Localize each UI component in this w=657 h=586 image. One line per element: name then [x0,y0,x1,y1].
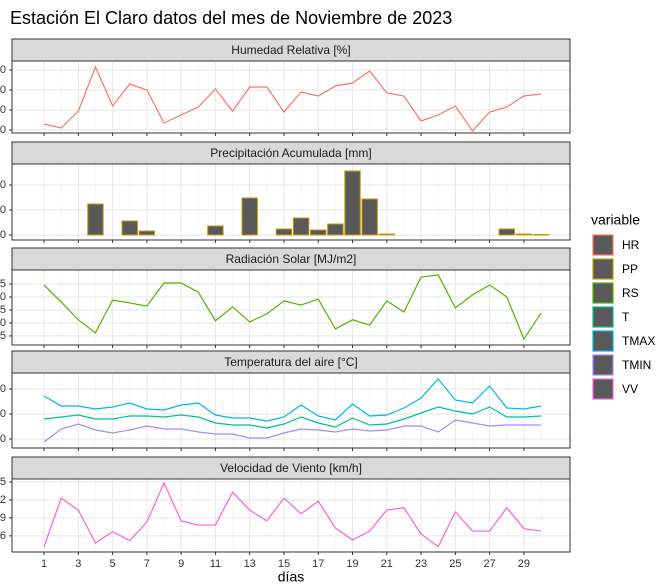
legend-label: PP [622,262,638,276]
panel-border [11,269,571,346]
strip-title: Velocidad de Viento [km/h] [220,461,362,475]
chart-title: Estación El Claro datos del mes de Novie… [10,8,452,28]
bar [515,233,533,236]
y-tick-label: 10 [0,433,6,445]
legend-key [592,282,614,304]
strip-title: Precipitación Acumulada [mm] [210,146,371,160]
panel [12,61,570,133]
line [43,378,542,422]
x-tick-label: 11 [210,558,221,570]
panel-border [11,478,571,553]
y-tick-label: 5 [0,330,6,342]
y-tick-label: 12 [0,494,6,506]
bar [121,220,138,236]
panel [12,479,570,552]
y-tick-label: 25 [0,278,6,290]
legend-label: HR [622,238,640,252]
legend-label: VV [622,382,638,396]
legend-label: RS [622,286,639,300]
panel-border [11,60,571,134]
y-tick-label: 90 [0,84,6,96]
panel [12,270,570,345]
y-tick-label: 30 [0,383,6,395]
x-tick-label: 9 [178,558,184,570]
legend-key [592,354,614,376]
x-tick-label: 13 [244,558,256,570]
y-tick-label: 20 [0,408,6,420]
legend-label: T [622,310,630,324]
strip-title: Radiación Solar [MJ/m2] [226,252,357,266]
y-tick-label: 10 [0,317,6,329]
x-tick-label: 1 [41,558,47,570]
legend-key [592,258,614,280]
legend-key [592,330,614,352]
panel [12,373,570,448]
bar [378,233,396,236]
x-tick-label: 23 [415,558,427,570]
y-tick-label: 20 [0,291,6,303]
legend-key [592,306,614,328]
y-tick-label: 15 [0,476,6,488]
bar [498,228,515,236]
x-tick-label: 25 [449,558,461,570]
x-tick-label: 21 [381,558,393,570]
bar [87,203,104,236]
bar [532,234,550,236]
bar [292,217,310,236]
panel [12,164,570,240]
legend-label: TMIN [622,358,651,372]
bar [344,170,361,236]
y-tick-label: 70 [0,124,6,136]
x-tick-label: 15 [278,558,290,570]
bar [310,229,327,236]
x-tick-label: 5 [110,558,116,570]
y-tick-label: 6 [0,530,6,542]
line [43,406,542,429]
y-tick-label: 0 [0,229,6,241]
legend-title: variable [591,212,640,228]
legend-key [592,234,614,256]
strip-title: Temperatura del aire [°C] [224,355,358,369]
y-tick-label: 15 [0,304,6,316]
y-tick-label: 20 [0,179,6,191]
x-tick-label: 17 [312,558,324,570]
panel-border [11,163,571,241]
legend-label: TMAX [622,334,655,348]
y-tick-label: 10 [0,204,6,216]
bar [361,198,378,236]
line [43,481,542,548]
bar [207,225,224,236]
legend-key [592,378,614,400]
bar [241,197,258,236]
x-axis-title: días [278,569,304,585]
y-tick-label: 9 [0,512,6,524]
x-tick-label: 19 [346,558,358,570]
x-tick-label: 7 [144,558,150,570]
bar [275,228,293,236]
x-tick-label: 3 [75,558,81,570]
line [43,65,542,132]
line [43,274,542,341]
strip-title: Humedad Relativa [%] [231,43,350,57]
x-tick-label: 29 [518,558,530,570]
line [43,419,542,443]
panel-border [11,372,571,449]
bar [138,230,156,236]
bar [327,223,344,236]
x-tick-label: 27 [483,558,495,570]
y-tick-label: 100 [0,64,6,76]
y-tick-label: 80 [0,104,6,116]
